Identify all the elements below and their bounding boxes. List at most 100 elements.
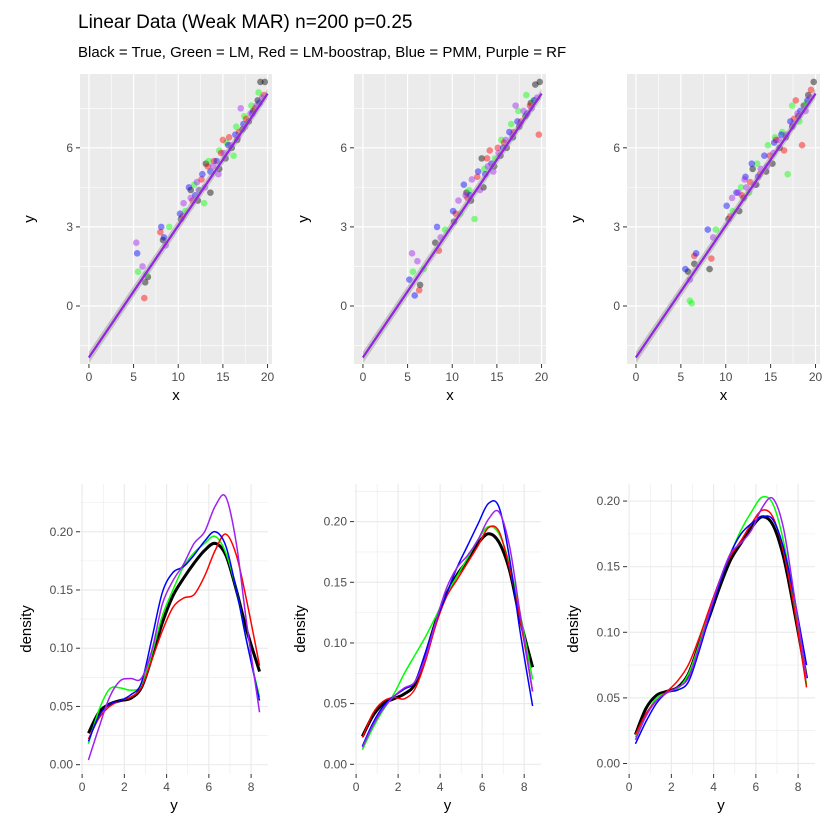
point-lm xyxy=(712,226,720,233)
density-line-lm xyxy=(87,535,261,744)
point-lm xyxy=(205,157,212,165)
point-true xyxy=(706,265,713,273)
point-pmm xyxy=(506,128,513,136)
point-rf xyxy=(180,199,187,207)
point-rf xyxy=(237,104,245,112)
y-tick-label: 0.20 xyxy=(324,515,348,529)
x-tick-label: 6 xyxy=(753,780,760,794)
point-lm xyxy=(753,160,761,167)
point-lm-boostrap xyxy=(219,136,227,144)
point-lm-boostrap xyxy=(217,149,225,157)
point-lm xyxy=(230,152,237,160)
point-lm xyxy=(191,181,198,189)
point-pmm xyxy=(411,292,419,299)
x-axis-title: x xyxy=(172,387,180,404)
point-lm-boostrap xyxy=(708,255,715,262)
point-lm xyxy=(409,268,417,276)
x-tick-label: 0 xyxy=(86,370,93,384)
y-tick-label: 0.10 xyxy=(324,636,348,650)
y-tick-label: 0.10 xyxy=(50,641,74,655)
x-tick-label: 0 xyxy=(626,780,633,794)
x-tick-label: 0 xyxy=(633,370,640,384)
point-lm xyxy=(515,107,522,115)
point-rf xyxy=(468,176,476,183)
fit-line-rf xyxy=(88,93,269,358)
point-rf xyxy=(735,189,742,196)
x-tick-label: 4 xyxy=(163,780,170,794)
point-lm xyxy=(764,141,772,149)
y-tick-label: 0.20 xyxy=(50,525,74,539)
point-pmm xyxy=(185,184,193,191)
density-line-rf xyxy=(634,496,808,741)
point-rf xyxy=(455,197,462,204)
x-tick-label: 4 xyxy=(437,780,444,794)
x-axis-title: y xyxy=(444,797,452,814)
point-true xyxy=(805,91,812,99)
x-tick-label: 4 xyxy=(710,780,717,794)
point-lm-boostrap xyxy=(780,147,788,154)
point-pmm xyxy=(733,189,740,196)
point-lm xyxy=(686,297,694,305)
density-line-pmm xyxy=(87,530,261,742)
point-lm-boostrap xyxy=(157,228,164,236)
point-lm-boostrap xyxy=(691,252,698,260)
x-tick-label: 15 xyxy=(764,370,778,384)
point-pmm xyxy=(742,173,749,181)
point-true xyxy=(202,160,210,167)
point-true xyxy=(531,81,539,88)
point-pmm xyxy=(682,265,689,273)
y-tick-label: 0.00 xyxy=(50,758,74,772)
x-tick-label: 5 xyxy=(678,370,685,384)
point-lm-boostrap xyxy=(140,294,148,302)
x-tick-label: 15 xyxy=(490,370,504,384)
density-line-rf xyxy=(87,494,261,761)
y-axis-title: y xyxy=(21,215,38,223)
point-lm xyxy=(784,170,791,178)
point-lm-boostrap xyxy=(415,286,423,294)
point-rf xyxy=(512,102,519,109)
y-tick-label: 0.15 xyxy=(50,583,74,597)
point-lm-boostrap xyxy=(535,131,543,138)
y-tick-label: 3 xyxy=(66,220,73,234)
y-axis-title: density xyxy=(292,605,309,653)
figure-title: Linear Data (Weak MAR) n=200 p=0.25 xyxy=(78,12,413,33)
x-tick-label: 5 xyxy=(130,370,137,384)
point-lm xyxy=(223,139,230,146)
y-axis-title: density xyxy=(565,605,582,653)
x-tick-label: 20 xyxy=(535,370,549,384)
point-lm-boostrap xyxy=(494,144,502,152)
y-tick-label: 0.00 xyxy=(324,757,348,771)
point-lm-boostrap xyxy=(486,147,494,154)
point-lm xyxy=(688,300,695,307)
point-lm xyxy=(788,102,796,109)
point-pmm xyxy=(199,170,206,178)
density-line-true xyxy=(634,515,809,736)
panel-background xyxy=(354,74,546,364)
x-tick-label: 2 xyxy=(121,780,128,794)
point-pmm xyxy=(761,152,768,160)
x-tick-label: 0 xyxy=(79,780,86,794)
point-pmm xyxy=(692,249,700,257)
panel-3: 0 5 10 15 20 0 3 6 x y xyxy=(568,74,823,404)
x-tick-label: 15 xyxy=(216,370,230,384)
point-pmm xyxy=(460,181,468,189)
panel-5: 0 2 4 6 8 0.00 0.05 0.10 0.15 0.20 y density xyxy=(292,484,541,814)
point-pmm xyxy=(449,207,457,215)
y-tick-label: 0.15 xyxy=(597,560,621,574)
point-pmm xyxy=(723,202,730,210)
x-tick-label: 0 xyxy=(353,780,360,794)
y-tick-label: 0.05 xyxy=(597,691,621,705)
point-lm xyxy=(778,128,786,136)
y-tick-label: 0 xyxy=(340,299,347,313)
panel-6: 0 2 4 6 8 0.00 0.05 0.10 0.15 0.20 y density xyxy=(565,484,815,814)
x-tick-label: 8 xyxy=(248,780,255,794)
point-true xyxy=(416,281,424,289)
point-rf xyxy=(408,249,416,257)
figure-subtitle: Black = True, Green = LM, Red = LM-boost… xyxy=(78,44,567,61)
y-tick-label: 0 xyxy=(613,299,620,313)
point-lm xyxy=(134,268,142,276)
x-axis-title: x xyxy=(720,387,728,404)
x-tick-label: 8 xyxy=(521,780,528,794)
y-axis-title: y xyxy=(295,215,312,223)
x-tick-label: 8 xyxy=(795,780,802,794)
